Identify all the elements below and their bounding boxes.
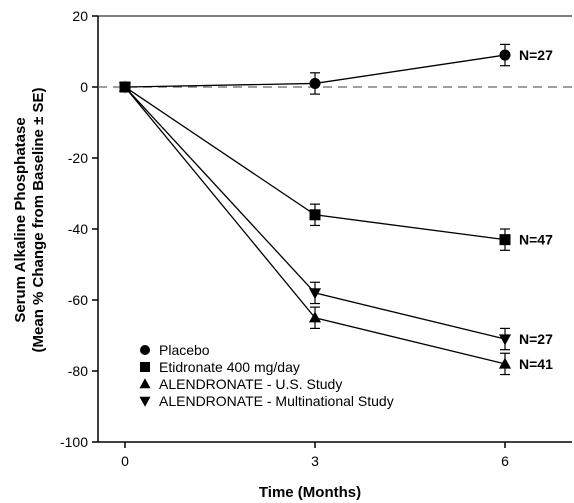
data-point-circle	[309, 77, 321, 89]
series-end-label: N=27	[519, 47, 553, 63]
y-tick-label: -80	[68, 363, 88, 379]
x-tick-label: 6	[501, 453, 509, 469]
y-tick-label: -20	[68, 150, 88, 166]
legend-item-3: ALENDRONATE - U.S. Study	[139, 376, 342, 392]
legend-label: Etidronate 400 mg/day	[159, 359, 300, 375]
y-tick-label: -60	[68, 292, 88, 308]
legend-marker-square	[140, 362, 150, 372]
data-point-square	[499, 234, 511, 246]
y-tick-label: -40	[68, 221, 88, 237]
legend-item-1: Placebo	[140, 342, 210, 358]
data-point-circle	[499, 49, 511, 61]
legend-item-2: Etidronate 400 mg/day	[140, 359, 300, 375]
data-point-triangle-down	[308, 288, 322, 300]
y-tick-label: 0	[80, 79, 88, 95]
series-end-label: N=27	[519, 331, 553, 347]
axes: 20 0 -20 -40 -60 -80 -100 0 3 6	[60, 8, 572, 469]
y-axis-title-line2: (Mean % Change from Baseline ± SE)	[30, 88, 47, 353]
legend-marker-circle	[140, 345, 150, 355]
legend-label: ALENDRONATE - Multinational Study	[159, 393, 394, 409]
series-2: N=47	[119, 81, 553, 251]
series-end-label: N=47	[519, 232, 553, 248]
y-axis-title-line1: Serum Alkaline Phosphatase	[12, 117, 29, 322]
legend-marker-triangle-down	[139, 396, 151, 407]
series-3: N=41	[118, 80, 553, 376]
data-point-triangle-up	[498, 357, 512, 369]
x-tick-label: 3	[311, 453, 319, 469]
data-point-triangle-up	[308, 311, 322, 323]
x-tick-label: 0	[121, 453, 129, 469]
legend-item-4: ALENDRONATE - Multinational Study	[139, 393, 394, 409]
legend-marker-triangle-up	[139, 378, 151, 389]
data-point-triangle-down	[498, 334, 512, 346]
legend-label: ALENDRONATE - U.S. Study	[159, 376, 342, 392]
series-group: N=27 N=47 N=41 N=27	[118, 43, 553, 376]
data-point-triangle-down	[118, 82, 132, 94]
legend-label: Placebo	[159, 342, 210, 358]
y-tick-label: 20	[72, 8, 88, 24]
series-4: N=27	[118, 82, 553, 351]
data-point-square	[309, 209, 321, 221]
y-axis-title: Serum Alkaline Phosphatase (Mean % Chang…	[12, 88, 47, 353]
series-end-label: N=41	[519, 356, 553, 372]
x-axis-title: Time (Months)	[259, 484, 361, 501]
y-tick-label: -100	[60, 434, 88, 450]
